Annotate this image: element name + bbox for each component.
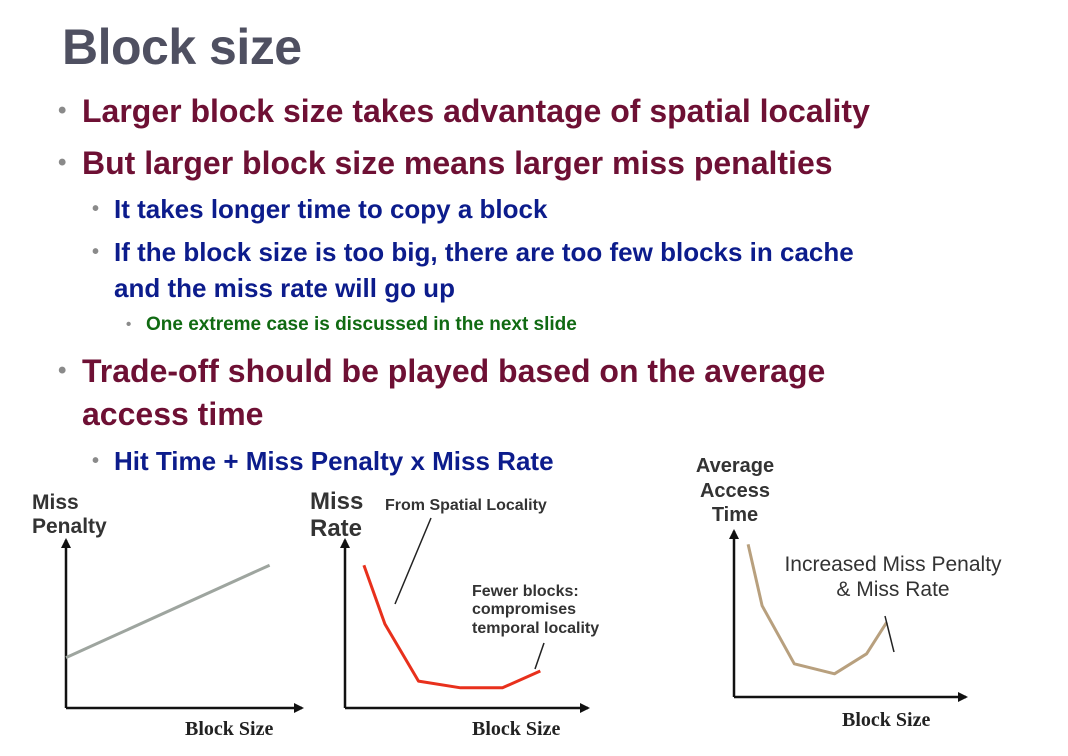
y-axis-title-line: Access <box>700 480 770 502</box>
chart-miss-rate: Miss Rate Block Size From Spatial Locali… <box>310 488 599 740</box>
annotation-leader-spatial <box>394 517 432 605</box>
bullet-text: One extreme case is discussed in the nex… <box>146 314 577 335</box>
bullet-dot: • <box>126 316 132 333</box>
bullet-miss-penalties: • But larger block size means larger mis… <box>58 141 833 185</box>
annotation-fewer-blocks-line: temporal locality <box>472 620 599 637</box>
bullet-dot: • <box>58 357 67 384</box>
x-axis-title: Block Size <box>185 718 273 740</box>
bullet-dot: • <box>92 198 100 220</box>
y-axis-title-line: Miss <box>310 488 363 515</box>
y-axis-title-line: Time <box>712 504 758 526</box>
series-line-miss-rate <box>362 564 541 690</box>
y-axis-title-line: Rate <box>310 515 362 542</box>
y-axis-title-line: Average <box>696 455 774 477</box>
annotation-fewer-blocks-line: Fewer blocks: <box>472 583 579 600</box>
slide-title: Block size <box>62 19 302 75</box>
bullet-formula: • Hit Time + Miss Penalty x Miss Rate <box>92 443 554 479</box>
bullet-text: Larger block size takes advantage of spa… <box>82 93 870 129</box>
bullet-text: access time <box>82 396 264 432</box>
bullet-text: But larger block size means larger miss … <box>82 145 833 181</box>
x-axis-title: Block Size <box>842 709 930 731</box>
bullet-trade-off: • Trade-off should be played based on th… <box>58 349 826 393</box>
bullet-trade-off-cont: access time <box>82 392 263 436</box>
bullet-too-big: • If the block size is too big, there ar… <box>92 234 854 270</box>
bullet-dot: • <box>58 149 67 176</box>
series-line-average-access-time <box>746 543 888 676</box>
annotation-leader-increase <box>884 615 895 653</box>
bullet-dot: • <box>58 97 67 124</box>
bullet-text: Trade-off should be played based on the … <box>82 353 826 389</box>
x-axis-title: Block Size <box>472 718 560 740</box>
bullet-dot: • <box>92 241 100 263</box>
bullet-too-big-cont: and the miss rate will go up <box>114 270 455 306</box>
y-axis-title-line: Penalty <box>32 515 107 538</box>
bullet-text: Hit Time + Miss Penalty x Miss Rate <box>114 446 554 476</box>
annotation-leader-temporal <box>534 642 545 670</box>
bullet-extreme-case: • One extreme case is discussed in the n… <box>126 312 577 338</box>
chart-miss-penalty: Miss Penalty Block Size <box>32 491 304 740</box>
bullet-text: It takes longer time to copy a block <box>114 194 548 224</box>
annotation-increased-penalty-line: & Miss Rate <box>836 578 949 601</box>
annotation-increased-penalty-line: Increased Miss Penalty <box>784 553 1002 576</box>
bullet-spatial-locality: • Larger block size takes advantage of s… <box>58 89 870 133</box>
bullet-text: If the block size is too big, there are … <box>114 237 854 267</box>
chart-average-access-time: Average Access Time Block Size Increased… <box>696 455 1002 731</box>
annotation-fewer-blocks-line: compromises <box>472 601 576 618</box>
series-line-miss-penalty <box>65 563 271 659</box>
bullet-dot: • <box>92 450 100 472</box>
bullet-text: and the miss rate will go up <box>114 273 455 303</box>
bullet-copy-block: • It takes longer time to copy a block <box>92 191 548 227</box>
y-axis-title-line: Miss <box>32 491 79 514</box>
annotation-spatial-locality: From Spatial Locality <box>385 497 547 514</box>
